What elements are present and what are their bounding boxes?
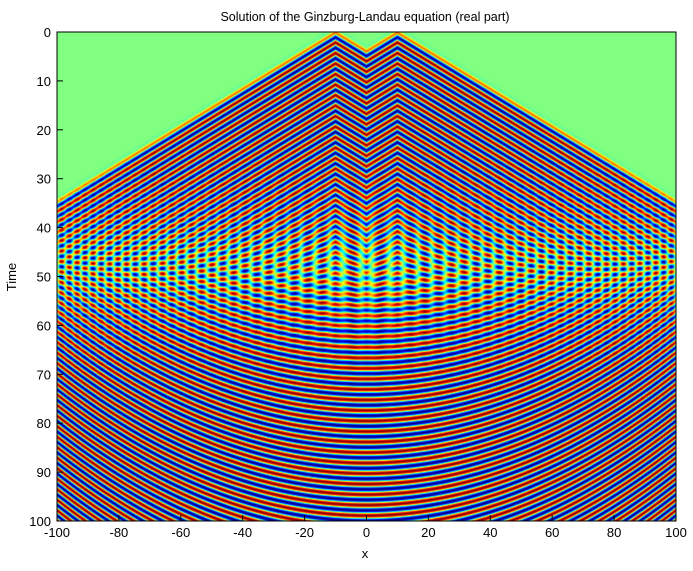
y-tick-label: 40: [37, 221, 51, 236]
x-tick-label: -100: [44, 525, 70, 540]
chart-title: Solution of the Ginzburg-Landau equation…: [220, 10, 509, 24]
y-tick-label: 80: [37, 416, 51, 431]
y-tick-label: 0: [44, 25, 51, 40]
y-tick-label: 70: [37, 367, 51, 382]
x-tick-label: 80: [607, 525, 621, 540]
x-tick-label: 60: [545, 525, 559, 540]
x-tick-label: -40: [233, 525, 252, 540]
y-axis-label: Time: [4, 263, 19, 291]
x-axis-label: x: [362, 546, 369, 561]
heatmap-field: [57, 32, 676, 521]
x-tick-label: -80: [110, 525, 129, 540]
x-axis: -100 -80 -60 -40 -20 0 20 40 60 80 100: [44, 515, 687, 540]
x-tick-label: 0: [363, 525, 370, 540]
y-tick-label: 10: [37, 74, 51, 89]
x-tick-label: -60: [171, 525, 190, 540]
y-tick-label: 20: [37, 123, 51, 138]
y-tick-label: 100: [29, 514, 51, 529]
y-tick-label: 30: [37, 172, 51, 187]
y-tick-label: 50: [37, 270, 51, 285]
y-axis: 0 10 20 30 40 50 60 70 80 90 100: [29, 25, 63, 529]
x-tick-label: 20: [421, 525, 435, 540]
y-tick-label: 90: [37, 465, 51, 480]
x-tick-label: 100: [665, 525, 687, 540]
x-tick-label: 40: [483, 525, 497, 540]
y-tick-label: 60: [37, 318, 51, 333]
x-tick-label: -20: [295, 525, 314, 540]
